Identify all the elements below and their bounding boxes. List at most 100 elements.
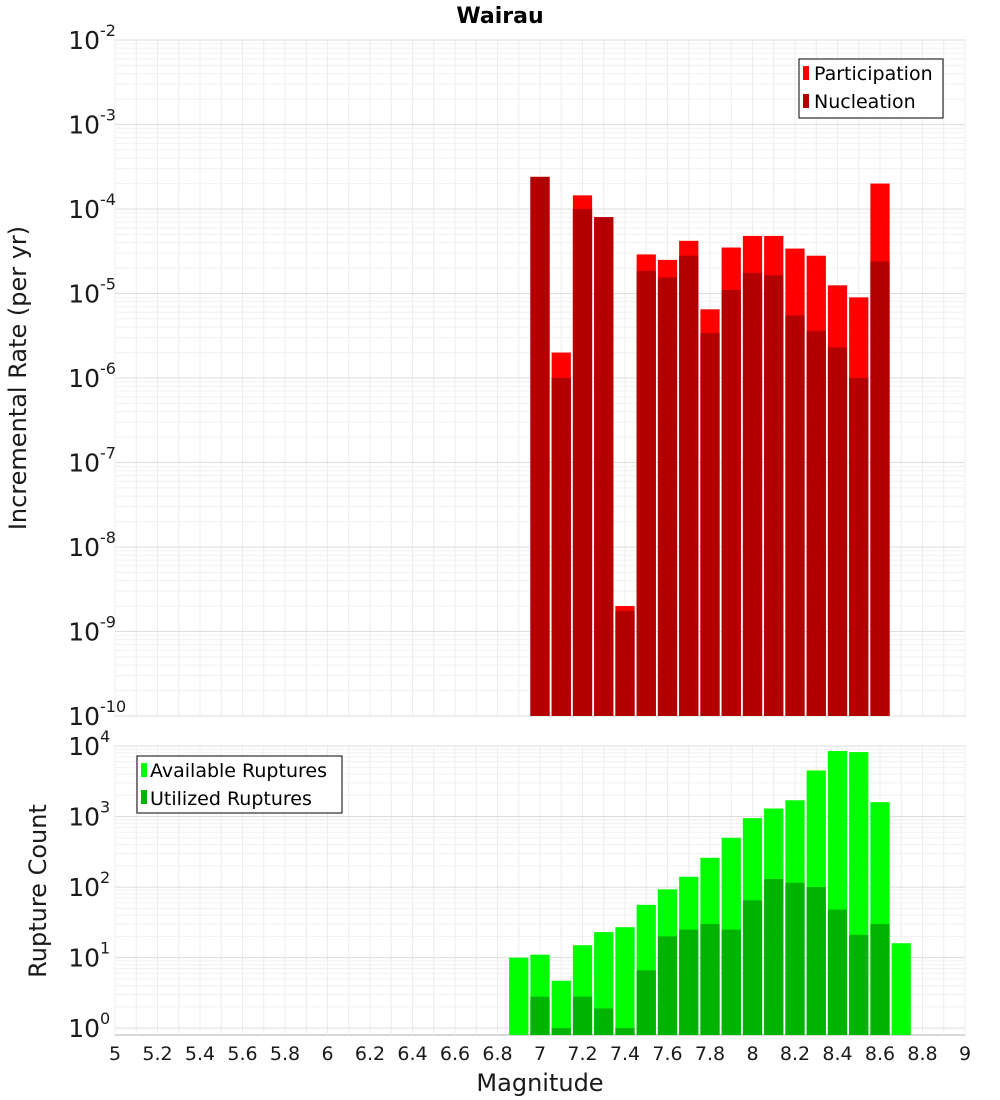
bar-inner-nucleation [551,378,571,716]
x-tick-label: 7.4 [610,1043,640,1065]
bar-inner-utilized-ruptures [742,900,763,1035]
y-tick-exponent: -9 [100,613,116,632]
bottom-legend-box [136,755,343,814]
top-y-axis-label: Incremental Rate (per yr) [4,226,32,530]
bar-inner-nucleation [721,290,741,716]
bar-available-ruptures [509,957,529,1035]
legend-swatch-utilized [141,790,147,804]
x-tick-label: 8.6 [865,1043,895,1065]
x-tick-label: 6 [321,1043,333,1065]
top-legend-box [798,58,944,119]
x-tick-label: 5.6 [227,1043,257,1065]
bar-inner-utilized-ruptures [870,923,890,1035]
bar-inner-utilized-ruptures [806,887,826,1035]
bar-inner-utilized-ruptures [572,996,593,1035]
bar-inner-utilized-ruptures [679,929,699,1035]
bar-inner-utilized-ruptures [721,929,741,1035]
y-tick-label: 10 [68,618,100,647]
bar-inner-utilized-ruptures [849,934,869,1035]
bar-inner-utilized-ruptures [700,923,720,1035]
x-tick-label: 7 [534,1043,546,1065]
bar-inner-nucleation [806,330,826,716]
y-tick-label: 10 [68,803,100,832]
y-tick-label: 10 [68,111,100,140]
bar-inner-nucleation [700,333,720,716]
bar-inner-nucleation [679,255,699,716]
legend-swatch-participation [803,66,809,80]
y-tick-exponent: 1 [100,939,110,958]
x-tick-label: 8.8 [907,1043,937,1065]
bar-inner-nucleation [636,270,656,716]
y-tick-exponent: -2 [100,21,116,40]
legend-swatch-nucleation [803,94,809,108]
y-tick-label: 10 [68,702,100,731]
bar-inner-utilized-ruptures [827,909,848,1035]
y-tick-label: 10 [68,732,100,761]
y-tick-exponent: -4 [100,190,116,209]
x-tick-label: 6.4 [397,1043,427,1065]
x-tick-label: 8.4 [822,1043,852,1065]
y-tick-exponent: -7 [100,444,116,463]
bar-inner-utilized-ruptures [636,970,656,1035]
y-tick-label: 10 [68,1014,100,1043]
y-tick-exponent: -3 [100,106,116,125]
x-tick-label: 6.8 [482,1043,512,1065]
top-bars [530,176,890,717]
bar-inner-nucleation [870,261,890,716]
x-tick-label: 5.4 [185,1043,215,1065]
y-tick-label: 10 [68,533,100,562]
bar-inner-utilized-ruptures [551,1028,571,1035]
y-tick-label: 10 [68,26,100,55]
x-tick-label: 6.6 [440,1043,470,1065]
y-tick-exponent: -10 [100,697,126,716]
x-tick-label: 6.2 [355,1043,385,1065]
bar-available-ruptures [551,980,571,1035]
bar-inner-nucleation [742,272,763,716]
bottom-bars [509,750,911,1035]
bar-inner-nucleation [764,275,784,716]
chart-title: Wairau [456,4,543,29]
bar-inner-nucleation [827,347,848,716]
bottom-y-axis-label: Rupture Count [24,804,52,978]
x-tick-label: 7.6 [652,1043,682,1065]
bar-inner-nucleation [657,277,678,716]
x-tick-label: 8 [746,1043,758,1065]
legend-swatch-available [141,763,147,777]
y-tick-exponent: 2 [100,868,110,887]
legend-label-utilized: Utilized Ruptures [150,788,312,810]
x-tick-label: 5.8 [270,1043,300,1065]
x-tick-label: 8.2 [780,1043,810,1065]
y-tick-label: 10 [68,873,100,902]
bar-inner-nucleation [530,176,550,717]
bar-inner-utilized-ruptures [785,882,805,1035]
top-legend: Participation Nucleation [798,58,944,119]
y-tick-label: 10 [68,364,100,393]
bar-inner-utilized-ruptures [657,936,678,1035]
bar-available-ruptures [891,943,911,1035]
bar-inner-utilized-ruptures [594,1008,614,1035]
bar-inner-utilized-ruptures [530,996,550,1035]
bar-inner-nucleation [785,315,805,716]
bar-inner-utilized-ruptures [615,1028,635,1035]
y-tick-exponent: 3 [100,798,110,817]
y-tick-label: 10 [68,195,100,224]
legend-label-participation: Participation [814,63,933,85]
y-tick-label: 10 [68,944,100,973]
bar-inner-nucleation [615,610,635,716]
bottom-legend: Available Ruptures Utilized Ruptures [136,755,343,814]
bar-inner-nucleation [572,209,593,716]
x-tick-label: 7.2 [567,1043,597,1065]
bar-available-ruptures [615,927,635,1035]
x-tick-label: 9 [959,1043,971,1065]
legend-label-nucleation: Nucleation [814,91,916,113]
y-tick-exponent: 4 [100,727,110,746]
x-ticks: 5 5.2 5.4 5.6 5.8 6 6.2 6.4 6.6 6.8 7 7.2 7.4 7.6 7.8 8… [109,1043,971,1065]
x-axis-label: Magnitude [476,1069,603,1097]
y-tick-exponent: -6 [100,359,116,378]
y-tick-exponent: -8 [100,528,116,547]
